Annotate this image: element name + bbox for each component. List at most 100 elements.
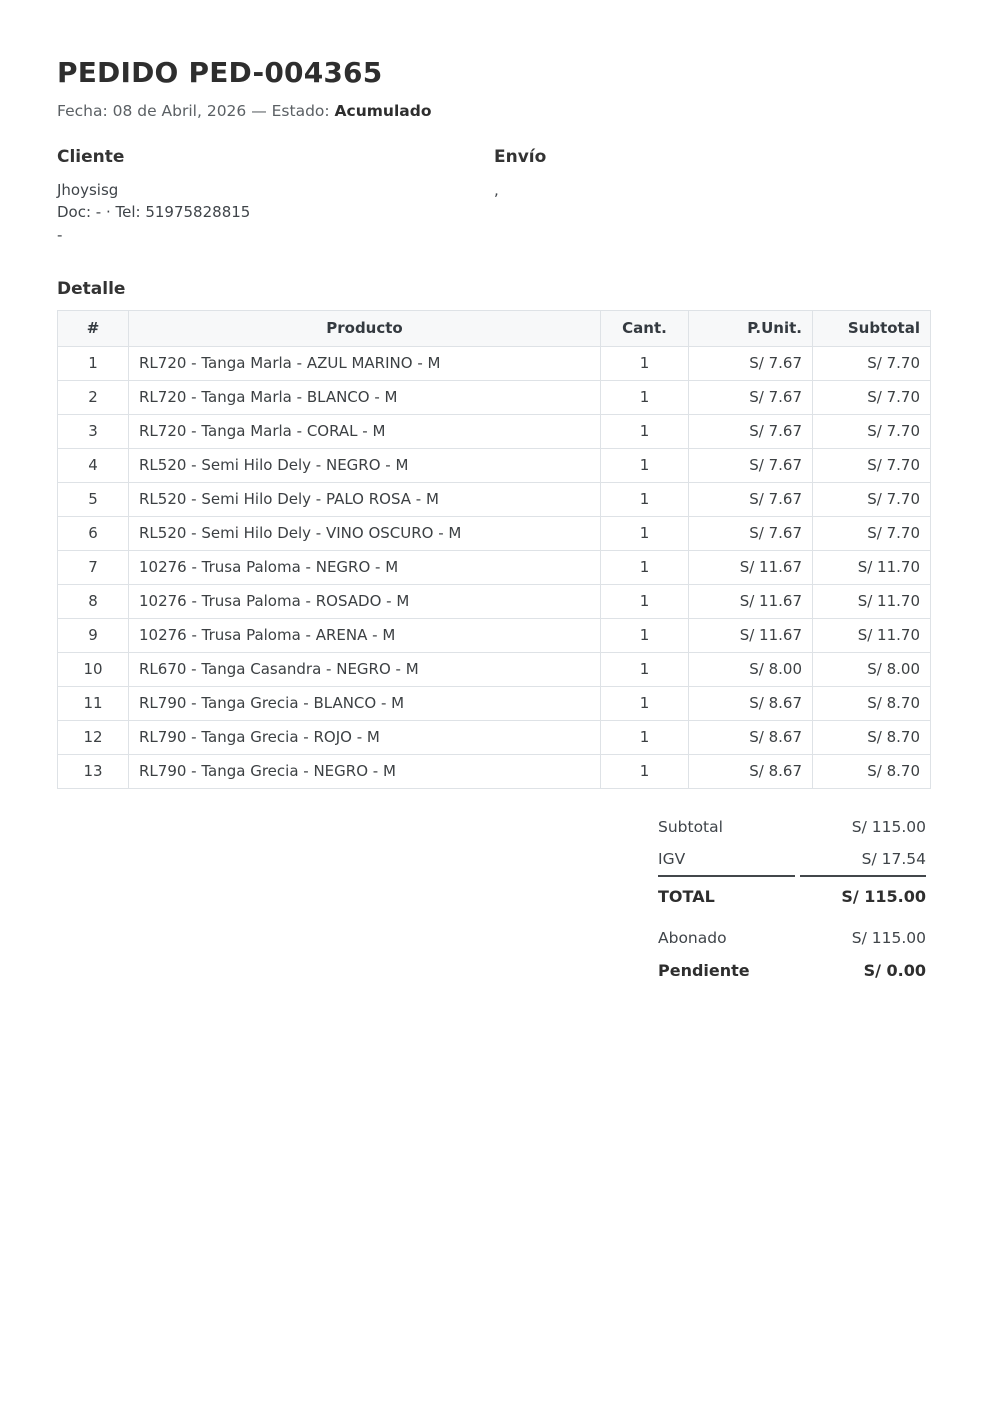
cell-num: 5 [57,482,129,518]
cell-num: 3 [57,414,129,450]
cell-punit: S/ 7.67 [688,380,813,416]
cell-cant: 1 [600,346,689,382]
cell-cant: 1 [600,550,689,586]
cell-producto: 10276 - Trusa Paloma - ROSADO - M [128,584,601,620]
cell-punit: S/ 7.67 [688,346,813,382]
cell-punit: S/ 8.67 [688,720,813,756]
cell-producto: 10276 - Trusa Paloma - NEGRO - M [128,550,601,586]
column-header-producto: Producto [128,310,601,348]
cell-subtotal: S/ 7.70 [812,482,931,518]
totals-row: TOTAL S/ 115.00 [658,875,926,913]
status-badge: Acumulado [334,101,432,120]
cell-punit: S/ 8.67 [688,686,813,722]
cell-subtotal: S/ 8.70 [812,686,931,722]
totals-value: S/ 115.00 [799,875,926,913]
cell-cant: 1 [600,516,689,552]
table-row: 2 RL720 - Tanga Marla - BLANCO - M 1 S/ 7.6… [57,380,931,416]
table-row: 8 10276 - Trusa Paloma - ROSADO - M 1 S/ 11… [57,584,931,620]
totals-value: S/ 0.00 [863,961,926,981]
cell-punit: S/ 7.67 [688,482,813,518]
cell-producto: 10276 - Trusa Paloma - ARENA - M [128,618,601,654]
column-header-subtotal: Subtotal [812,310,931,348]
cell-producto: RL790 - Tanga Grecia - ROJO - M [128,720,601,756]
order-meta-line: Fecha: 08 de Abril, 2026 — Estado: Acumu… [57,102,931,120]
cell-producto: RL720 - Tanga Marla - CORAL - M [128,414,601,450]
envio-heading: Envío [494,146,547,167]
cell-punit: S/ 11.67 [688,618,813,654]
cell-num: 11 [57,686,129,722]
items-table-header: # Producto Cant. P.Unit. Subtotal [57,310,931,348]
cliente-name: Jhoysisg [57,180,119,199]
cell-num: 7 [57,550,129,586]
totals-table-body: Subtotal S/ 115.00 IGV S/ 17.54 TOTAL S/ 115.… [658,811,926,987]
cell-num: 1 [57,346,129,382]
cell-subtotal: S/ 11.70 [812,584,931,620]
table-row: 13 RL790 - Tanga Grecia - NEGRO - M 1 S/ 8.… [57,754,931,790]
cell-producto: RL790 - Tanga Grecia - BLANCO - M [128,686,601,722]
envio-section: Envío , [494,147,931,247]
cell-punit: S/ 7.67 [688,516,813,552]
cell-subtotal: S/ 7.70 [812,346,931,382]
cell-num: 9 [57,618,129,654]
totals-value: S/ 115.00 [851,818,926,837]
order-document: PEDIDO PED-004365 Fecha: 08 de Abril, 20… [57,56,931,987]
column-header-punit: P.Unit. [688,310,813,348]
cell-punit: S/ 7.67 [688,414,813,450]
totals-section: Subtotal S/ 115.00 IGV S/ 17.54 TOTAL S/ 115.… [653,811,931,987]
cell-num: 10 [57,652,129,688]
cell-num: 13 [57,754,129,790]
cell-subtotal: S/ 8.70 [812,720,931,756]
items-table: # Producto Cant. P.Unit. Subtotal 1 RL720… [57,310,931,790]
cell-producto: RL520 - Semi Hilo Dely - NEGRO - M [128,448,601,484]
cell-cant: 1 [600,482,689,518]
cell-cant: 1 [600,618,689,654]
totals-label: IGV [658,850,686,869]
detalle-heading: Detalle [57,279,126,300]
cell-punit: S/ 8.67 [688,754,813,790]
table-row: 6 RL520 - Semi Hilo Dely - VINO OSCURO - … [57,516,931,552]
cliente-extra: - [57,225,63,244]
table-row: 10 RL670 - Tanga Casandra - NEGRO - M 1 S/ … [57,652,931,688]
table-row: 7 10276 - Trusa Paloma - NEGRO - M 1 S/ 11.… [57,550,931,586]
totals-label: Abonado [658,929,727,948]
totals-label: TOTAL [658,875,795,913]
totals-row: Abonado S/ 115.00 [658,913,926,954]
column-header-cant: Cant. [600,310,689,348]
column-header-num: # [57,310,129,348]
table-row: 12 RL790 - Tanga Grecia - ROJO - M 1 S/ 8.6… [57,720,931,756]
cell-subtotal: S/ 11.70 [812,618,931,654]
table-row: 3 RL720 - Tanga Marla - CORAL - M 1 S/ 7.67… [57,414,931,450]
cliente-heading: Cliente [57,146,125,167]
cell-producto: RL520 - Semi Hilo Dely - VINO OSCURO - M [128,516,601,552]
totals-label: Pendiente [658,961,750,981]
cell-producto: RL790 - Tanga Grecia - NEGRO - M [128,754,601,790]
cell-cant: 1 [600,754,689,790]
table-row: 9 10276 - Trusa Paloma - ARENA - M 1 S/ 11.… [57,618,931,654]
order-date-status-prefix: Fecha: 08 de Abril, 2026 — Estado: [57,101,335,120]
table-row: 11 RL790 - Tanga Grecia - BLANCO - M 1 S/ 8… [57,686,931,722]
table-row: 4 RL520 - Semi Hilo Dely - NEGRO - M 1 S/ 7… [57,448,931,484]
cliente-section: Cliente Jhoysisg Doc: - · Tel: 519758288… [57,147,494,247]
cell-subtotal: S/ 8.70 [812,754,931,790]
cell-subtotal: S/ 7.70 [812,516,931,552]
cell-num: 8 [57,584,129,620]
cell-subtotal: S/ 11.70 [812,550,931,586]
cell-cant: 1 [600,448,689,484]
envio-address: , [494,180,499,199]
cell-subtotal: S/ 7.70 [812,414,931,450]
cell-punit: S/ 7.67 [688,448,813,484]
cell-producto: RL670 - Tanga Casandra - NEGRO - M [128,652,601,688]
cell-cant: 1 [600,720,689,756]
cell-cant: 1 [600,414,689,450]
totals-row: IGV S/ 17.54 [658,843,926,875]
cell-subtotal: S/ 8.00 [812,652,931,688]
cell-num: 12 [57,720,129,756]
cell-num: 4 [57,448,129,484]
cell-cant: 1 [600,380,689,416]
totals-value: S/ 17.54 [861,850,926,869]
cell-subtotal: S/ 7.70 [812,448,931,484]
totals-value: S/ 115.00 [851,929,926,948]
page-title: PEDIDO PED-004365 [57,56,383,89]
totals-row: Pendiente S/ 0.00 [658,954,926,987]
